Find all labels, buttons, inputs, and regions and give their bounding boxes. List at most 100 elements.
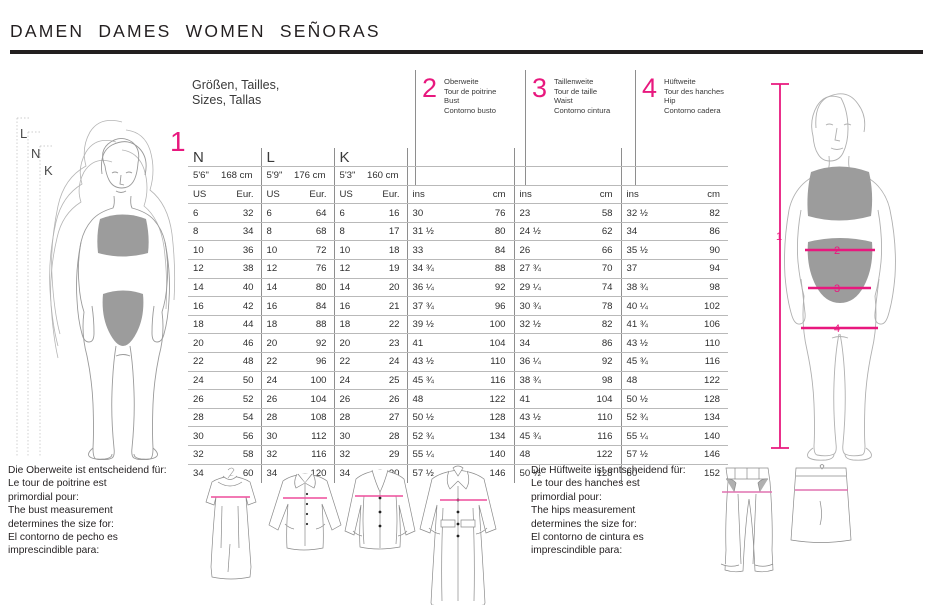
cell-waist-cm: 78 xyxy=(569,296,621,316)
group-separator-bust xyxy=(415,70,416,185)
cell-bust-ins: 34 ¾ xyxy=(406,259,462,279)
measure-labels-hip: Hüftweite Tour des hanches Hip Contorno … xyxy=(664,77,724,115)
cell-l-us: 12 xyxy=(260,259,294,279)
cell-k-eur: 27 xyxy=(367,408,407,428)
table-row: 18 44 18 88 18 22 39 ½ 100 32 ½ 82 41 ¾ 106 xyxy=(188,315,728,335)
cell-waist-cm: 128 xyxy=(596,468,613,480)
group-separator-waist xyxy=(525,70,526,185)
table-row: 12 38 12 76 12 19 34 ¾ 88 27 ¾ 70 37 94 xyxy=(188,259,728,279)
table-row: 20 46 20 92 20 23 41 104 34 86 43 ½ 110 xyxy=(188,333,728,354)
unit-eur-N: Eur. xyxy=(221,185,261,205)
cell-bust-cm: 100 xyxy=(462,315,514,335)
spacer-hip xyxy=(620,148,728,168)
height-letter-L: L xyxy=(260,148,334,168)
cell-bust-cm: 104 xyxy=(462,333,514,354)
cell-waist-cm: 110 xyxy=(569,408,621,428)
cell-k-eur: 22 xyxy=(367,315,407,335)
cell-k-eur: 19 xyxy=(367,259,407,279)
unit-ins-hip: ins xyxy=(620,185,676,205)
cell-l-eur: 64 xyxy=(294,203,334,223)
cell-n-us: 22 xyxy=(188,352,221,372)
cell-n-eur: 52 xyxy=(221,389,261,409)
cell-k-us: 6 xyxy=(333,203,367,223)
cell-waist-cm: 70 xyxy=(569,259,621,279)
cell-waist-ins: 36 ¼ xyxy=(513,352,569,372)
cell-k-eur: 24 xyxy=(367,352,407,372)
cell-bust-cm: 122 xyxy=(462,389,514,409)
cell-bust-cm: 140 xyxy=(462,445,514,465)
cell-n-eur: 54 xyxy=(221,408,261,428)
cell-waist-ins: 27 ¾ xyxy=(513,259,569,279)
cell-hip-cm: 122 xyxy=(676,371,728,391)
cell-hip-cm: 134 xyxy=(676,408,728,428)
cell-waist-cm: 98 xyxy=(569,371,621,391)
cell-hip-cm: 110 xyxy=(676,333,728,354)
cell-l-eur: 112 xyxy=(294,426,334,446)
measure-number-4: 4 xyxy=(642,73,658,103)
cell-waist-ins: 32 ½ xyxy=(513,315,569,335)
cell-waist-ins: 43 ½ xyxy=(513,408,569,428)
cell-waist-cm: 116 xyxy=(569,426,621,446)
cell-hip-cm: 152 xyxy=(703,468,720,480)
cell-waist-cm: 74 xyxy=(569,278,621,298)
bust-garment-illustrations xyxy=(200,456,530,608)
silhouette-label-N: N xyxy=(31,146,40,161)
cell-hip-ins: 40 ¼ xyxy=(620,296,676,316)
cell-k-eur: 20 xyxy=(367,278,407,298)
cell-k-us: 12 xyxy=(333,259,367,279)
cell-bust-cm: 76 xyxy=(462,203,514,223)
height-ft-K: 5'3" xyxy=(333,166,367,186)
cell-n-eur: 50 xyxy=(221,371,261,391)
garment-dress xyxy=(205,467,257,580)
height-ft-L: 5'9" xyxy=(260,166,294,186)
cell-k-us: 22 xyxy=(333,352,367,372)
cell-k-us: 24 xyxy=(333,371,367,391)
measure-group-header-bust: 2 Oberweite Tour de poitrine Bust Contor… xyxy=(422,74,496,115)
cell-bust-ins: 45 ¾ xyxy=(406,371,462,391)
cell-waist-cm: 92 xyxy=(569,352,621,372)
cell-bust-cm: 128 xyxy=(462,408,514,428)
spacer-waist-2 xyxy=(513,166,621,186)
cell-hip-ins: 52 ¾ xyxy=(620,408,676,428)
cell-n-us: 30 xyxy=(188,426,221,446)
cell-l-us: 24 xyxy=(260,371,294,391)
height-letter-N: N xyxy=(188,148,261,168)
cell-n-eur: 34 xyxy=(221,222,261,242)
cell-hip-ins: 35 ½ xyxy=(620,240,676,261)
measure-group-header-waist: 3 Taillenweite Tour de taille Waist Cont… xyxy=(532,74,610,115)
cell-k-us: 32 xyxy=(333,445,367,465)
cell-n-eur: 46 xyxy=(221,333,261,354)
cell-waist-ins: 48 xyxy=(513,445,569,465)
cell-l-eur: 72 xyxy=(294,240,334,261)
garment-jacket xyxy=(344,469,416,550)
cell-hip-ins: 38 ¾ xyxy=(620,278,676,298)
cell-bust-cm: 146 xyxy=(489,468,506,480)
cell-n-us: 20 xyxy=(188,333,221,354)
cell-waist-ins: 41 xyxy=(513,389,569,409)
table-row: 24 50 24 100 24 25 45 ¾ 116 38 ¾ 98 48 122 xyxy=(188,371,728,391)
cell-l-us: 18 xyxy=(260,315,294,335)
cell-n-eur: 42 xyxy=(221,296,261,316)
spacer-waist xyxy=(513,148,621,168)
cell-l-eur: 104 xyxy=(294,389,334,409)
cell-k-us: 18 xyxy=(333,315,367,335)
cell-l-eur: 84 xyxy=(294,296,334,316)
cell-waist-cm: 104 xyxy=(569,389,621,409)
cell-k-eur: 21 xyxy=(367,296,407,316)
cell-hip-ins: 48 xyxy=(620,371,676,391)
cell-n-us: 28 xyxy=(188,408,221,428)
cell-bust-cm: 116 xyxy=(462,371,514,391)
cell-n-us: 8 xyxy=(188,222,221,242)
cell-l-eur: 80 xyxy=(294,278,334,298)
cell-l-eur: 88 xyxy=(294,315,334,335)
cell-waist-ins: 29 ¼ xyxy=(513,278,569,298)
cell-n-eur: 48 xyxy=(221,352,261,372)
cell-n-eur: 40 xyxy=(221,278,261,298)
cell-hip-cm: 140 xyxy=(676,426,728,446)
cell-k-eur: 25 xyxy=(367,371,407,391)
cell-n-eur: 36 xyxy=(221,240,261,261)
table-row: 32 58 32 116 32 29 55 ¼ 140 48 122 57 ½ 146 xyxy=(188,445,728,465)
cell-l-eur: 76 xyxy=(294,259,334,279)
cell-l-eur: 116 xyxy=(294,445,334,465)
cell-hip-ins: 43 ½ xyxy=(620,333,676,354)
